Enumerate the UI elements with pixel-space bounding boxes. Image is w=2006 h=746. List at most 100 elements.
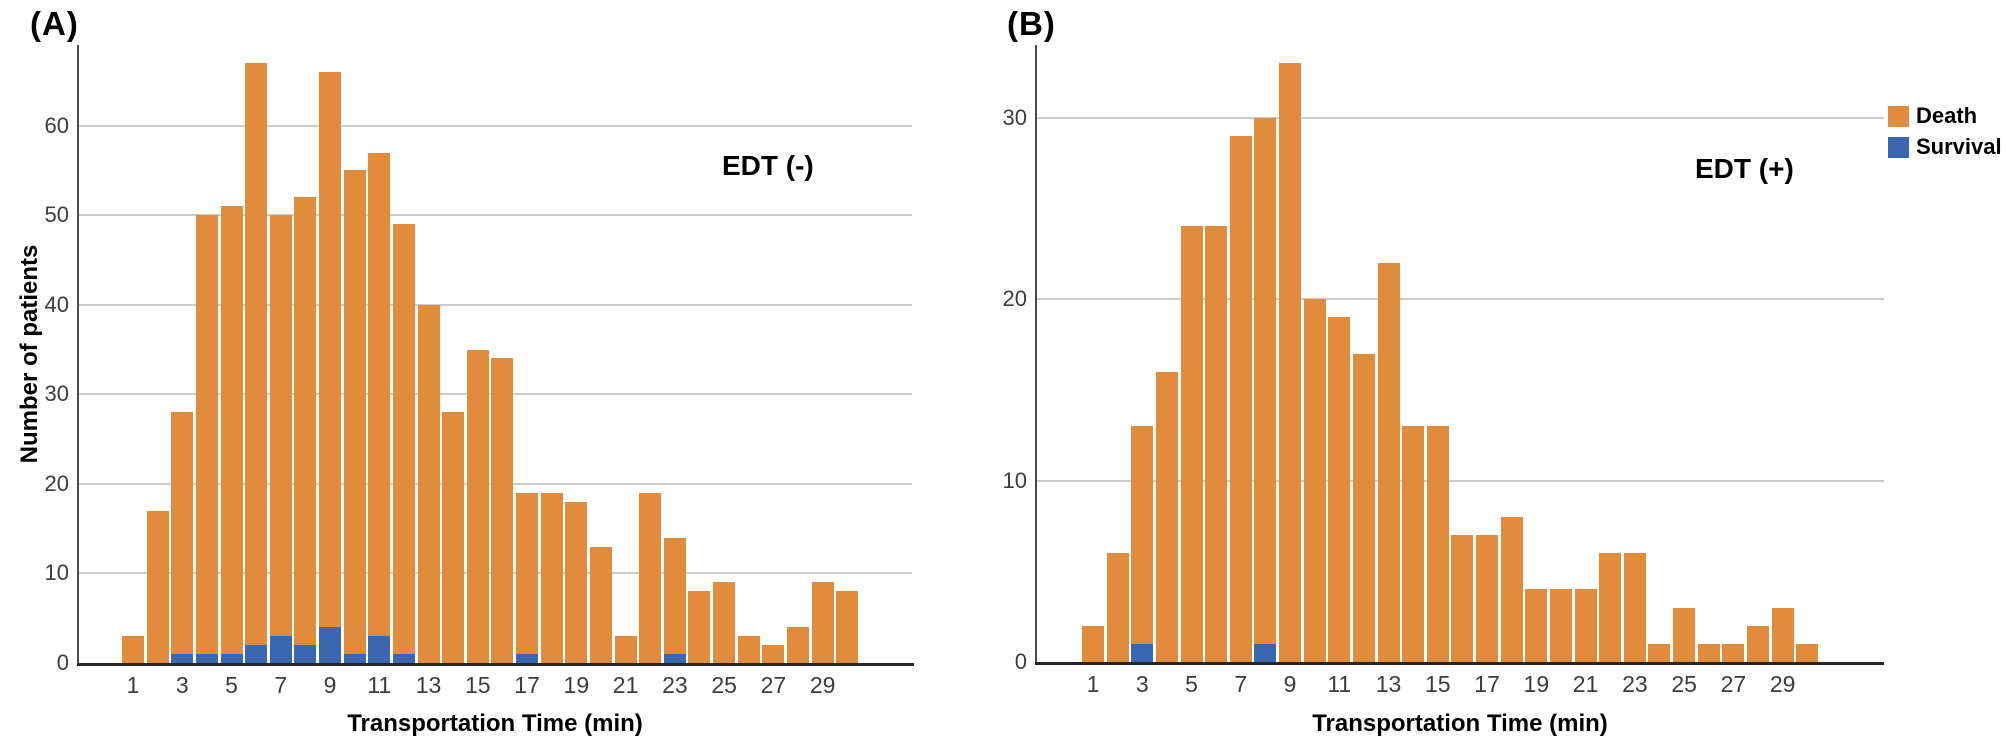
- gridline-y-10: [1037, 479, 1884, 482]
- death-bar-x19: [1525, 589, 1548, 662]
- death-bar-x25: [1673, 607, 1696, 662]
- legend-row-death: Death: [1888, 103, 2002, 129]
- legend-survival-label: Survival: [1916, 134, 2002, 159]
- x-tick-label-25: 25: [1671, 671, 1697, 697]
- legend-death-label: Death: [1916, 103, 1978, 128]
- y-tick-label-30: 30: [44, 381, 69, 407]
- x-tick-label-15: 15: [465, 672, 491, 698]
- death-bar-x30: [1796, 643, 1819, 662]
- death-bar-x1: [122, 636, 144, 663]
- death-bar-x8: [294, 197, 317, 646]
- death-bar-x6: [1205, 226, 1228, 662]
- death-bar-x10: [343, 170, 366, 655]
- death-bar-x6: [245, 62, 268, 646]
- death-bar-x24: [1648, 643, 1671, 662]
- death-bar-x21: [1574, 589, 1597, 662]
- x-tick-label-21: 21: [1572, 671, 1599, 697]
- panel-a-x-axis-title: Transportation Time (min): [347, 710, 643, 737]
- death-bar-x2: [146, 510, 169, 663]
- death-bar-x14: [442, 412, 465, 663]
- death-bar-x16: [491, 358, 514, 663]
- x-tick-label-13: 13: [415, 672, 442, 698]
- death-bar-x23: [1623, 553, 1646, 662]
- death-bar-x28: [787, 627, 809, 663]
- survival-bar-x3: [171, 654, 194, 663]
- y-tick-label-10: 10: [44, 560, 69, 586]
- death-bar-x20: [589, 546, 612, 663]
- death-bar-x25: [713, 582, 736, 663]
- death-bar-x29: [811, 582, 834, 663]
- death-bar-x17: [1476, 534, 1499, 662]
- death-bar-x13: [1377, 262, 1400, 662]
- death-bar-x27: [1722, 643, 1745, 662]
- death-bar-x12: [1352, 353, 1375, 662]
- x-tick-label-1: 1: [1086, 671, 1100, 697]
- x-tick-label-17: 17: [1474, 671, 1500, 697]
- gridline-y-40: [79, 303, 912, 306]
- death-bar-x15: [1426, 426, 1449, 662]
- panel-a-y-axis-line: [77, 45, 79, 666]
- y-tick-label-50: 50: [44, 202, 69, 228]
- death-bar-x21: [614, 636, 637, 663]
- death-bar-x30: [836, 591, 859, 663]
- death-bar-x8: [1254, 117, 1277, 644]
- x-tick-label-19: 19: [563, 672, 590, 698]
- death-bar-x26: [1697, 643, 1720, 662]
- panel-b-x-axis-line: [1035, 662, 1884, 665]
- x-tick-label-11: 11: [1327, 671, 1352, 697]
- death-bar-x3: [171, 412, 194, 655]
- death-bar-x22: [639, 492, 662, 663]
- death-bar-x4: [195, 215, 218, 655]
- y-tick-label-10: 10: [1002, 467, 1027, 493]
- panel-b-y-axis-line: [1035, 45, 1037, 665]
- panel-a-label: (A): [30, 5, 79, 42]
- legend-row-survival: Survival: [1888, 134, 2002, 160]
- panel-a-plot-area: [79, 45, 912, 663]
- death-bar-x24: [688, 591, 711, 663]
- x-tick-label-5: 5: [225, 672, 238, 698]
- panel-b-plot-area: [1037, 45, 1884, 662]
- panel-a-annotation: EDT (-): [722, 150, 814, 181]
- panel-b-annotation: EDT (+): [1695, 153, 1794, 184]
- death-bar-x2: [1106, 553, 1129, 662]
- death-bar-x9: [1279, 63, 1302, 662]
- x-tick-label-7: 7: [1234, 671, 1248, 697]
- survival-bar-x23: [663, 654, 686, 663]
- death-bar-x7: [269, 215, 292, 637]
- survival-bar-x8: [294, 645, 317, 663]
- death-bar-x9: [319, 71, 342, 628]
- x-tick-label-23: 23: [662, 672, 688, 698]
- x-tick-label-23: 23: [1622, 671, 1648, 697]
- death-bar-x12: [392, 224, 415, 655]
- survival-bar-x9: [319, 627, 342, 663]
- legend: Death Survival: [1888, 103, 2002, 160]
- survival-bar-x3: [1131, 643, 1154, 662]
- death-bar-x5: [220, 206, 243, 655]
- gridline-y-50: [79, 214, 912, 217]
- x-tick-label-17: 17: [514, 672, 540, 698]
- death-bar-x16: [1451, 534, 1474, 662]
- survival-bar-x6: [245, 645, 268, 663]
- gridline-y-30: [1037, 116, 1884, 119]
- death-bar-x29: [1771, 607, 1794, 662]
- x-tick-label-7: 7: [274, 672, 288, 698]
- survival-bar-x11: [368, 636, 391, 663]
- death-bar-x13: [417, 304, 440, 663]
- death-bar-x17: [516, 492, 539, 655]
- gridline-y-60: [79, 124, 912, 127]
- death-bar-x27: [762, 645, 785, 663]
- x-tick-label-27: 27: [1720, 671, 1747, 697]
- x-tick-label-13: 13: [1375, 671, 1402, 697]
- death-bar-x10: [1303, 299, 1326, 662]
- x-tick-label-3: 3: [175, 672, 189, 698]
- x-tick-label-1: 1: [126, 672, 140, 698]
- x-tick-label-29: 29: [1769, 671, 1796, 697]
- y-tick-label-60: 60: [44, 112, 69, 138]
- y-tick-label-20: 20: [1002, 286, 1027, 312]
- x-tick-label-5: 5: [1185, 671, 1198, 697]
- x-tick-label-9: 9: [1283, 671, 1297, 697]
- gridline-y-20: [1037, 298, 1884, 301]
- death-bar-x14: [1402, 426, 1425, 662]
- y-tick-label-30: 30: [1002, 104, 1027, 130]
